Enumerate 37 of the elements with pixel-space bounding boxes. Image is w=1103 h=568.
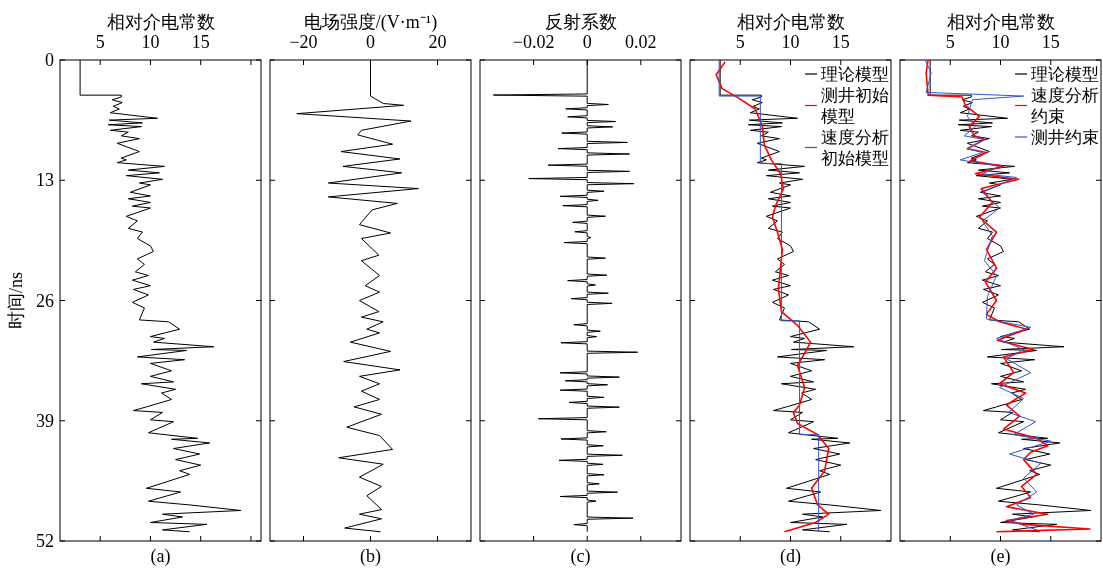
x-tick-label: 10 xyxy=(781,32,800,52)
x-tick-label: 10 xyxy=(141,32,160,52)
x-axis-title: 相对介电常数 xyxy=(106,12,215,32)
text: (c) xyxy=(570,546,591,567)
legend-label: 理论模型 xyxy=(821,65,889,84)
x-tick-label: 5 xyxy=(945,32,955,52)
legend-label: 速度分析初始模型 xyxy=(821,128,889,168)
text: (a) xyxy=(150,546,171,567)
y-tick-label: 13 xyxy=(36,170,54,191)
legend-label: 测井约束 xyxy=(1031,128,1099,147)
x-tick-label: 15 xyxy=(191,32,210,52)
text: (e) xyxy=(990,546,1011,567)
y-tick-label: 52 xyxy=(36,531,54,551)
x-axis-title: 相对介电常数 xyxy=(736,12,845,32)
x-axis-title: 电场强度/(V·m⁻¹) xyxy=(303,12,438,33)
x-tick-label: 5 xyxy=(735,32,745,52)
legend-label: 速度分析约束 xyxy=(1031,86,1099,126)
x-tick-label: −20 xyxy=(289,32,318,52)
x-tick-label: 0.02 xyxy=(625,32,657,52)
x-axis-title: 反射系数 xyxy=(544,12,617,32)
x-tick-label: 20 xyxy=(428,32,447,52)
y-tick-label: 39 xyxy=(36,410,54,431)
legend-label: 理论模型 xyxy=(1031,65,1099,84)
x-tick-label: 0 xyxy=(582,32,592,52)
x-tick-label: 10 xyxy=(991,32,1010,52)
y-tick-label: 0 xyxy=(45,50,54,70)
text: (d) xyxy=(780,546,801,567)
x-tick-label: 0 xyxy=(366,32,375,52)
y-tick-label: 26 xyxy=(36,290,54,311)
y-axis-title: 时间/ns xyxy=(6,271,26,330)
x-tick-label: −0.02 xyxy=(512,32,555,52)
x-tick-label: 5 xyxy=(95,32,105,52)
x-tick-label: 15 xyxy=(1041,32,1060,52)
x-axis-title: 相对介电常数 xyxy=(946,12,1055,32)
text: (b) xyxy=(360,546,381,567)
legend-label: 测井初始模型 xyxy=(821,86,889,126)
x-tick-label: 15 xyxy=(831,32,850,52)
